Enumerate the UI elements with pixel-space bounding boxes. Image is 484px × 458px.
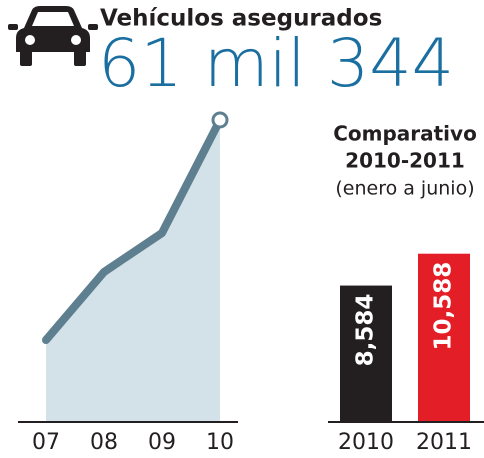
x-tick-label: 08 xyxy=(90,430,118,455)
x-tick-label: 07 xyxy=(32,430,60,455)
total: 61 mil 344 xyxy=(98,25,454,102)
value-label: 10,588 xyxy=(431,262,457,351)
x-tick-label: 10 xyxy=(206,430,234,455)
bar-title: Comparativo xyxy=(333,122,477,146)
bar-note: (enero a junio) xyxy=(335,178,474,200)
end-marker xyxy=(211,111,229,129)
car-icon xyxy=(8,6,98,66)
value-label: 8,584 xyxy=(353,294,379,367)
x-tick-label: 09 xyxy=(148,430,176,455)
x-tick-label: 2011 xyxy=(416,430,472,455)
title: Vehículos asegurados xyxy=(100,6,382,32)
x-tick-label: 2010 xyxy=(338,430,394,455)
bar xyxy=(340,285,392,422)
bar-subtitle: 2010-2011 xyxy=(345,149,465,173)
line xyxy=(42,116,224,345)
bar xyxy=(418,253,470,422)
area xyxy=(46,120,220,422)
